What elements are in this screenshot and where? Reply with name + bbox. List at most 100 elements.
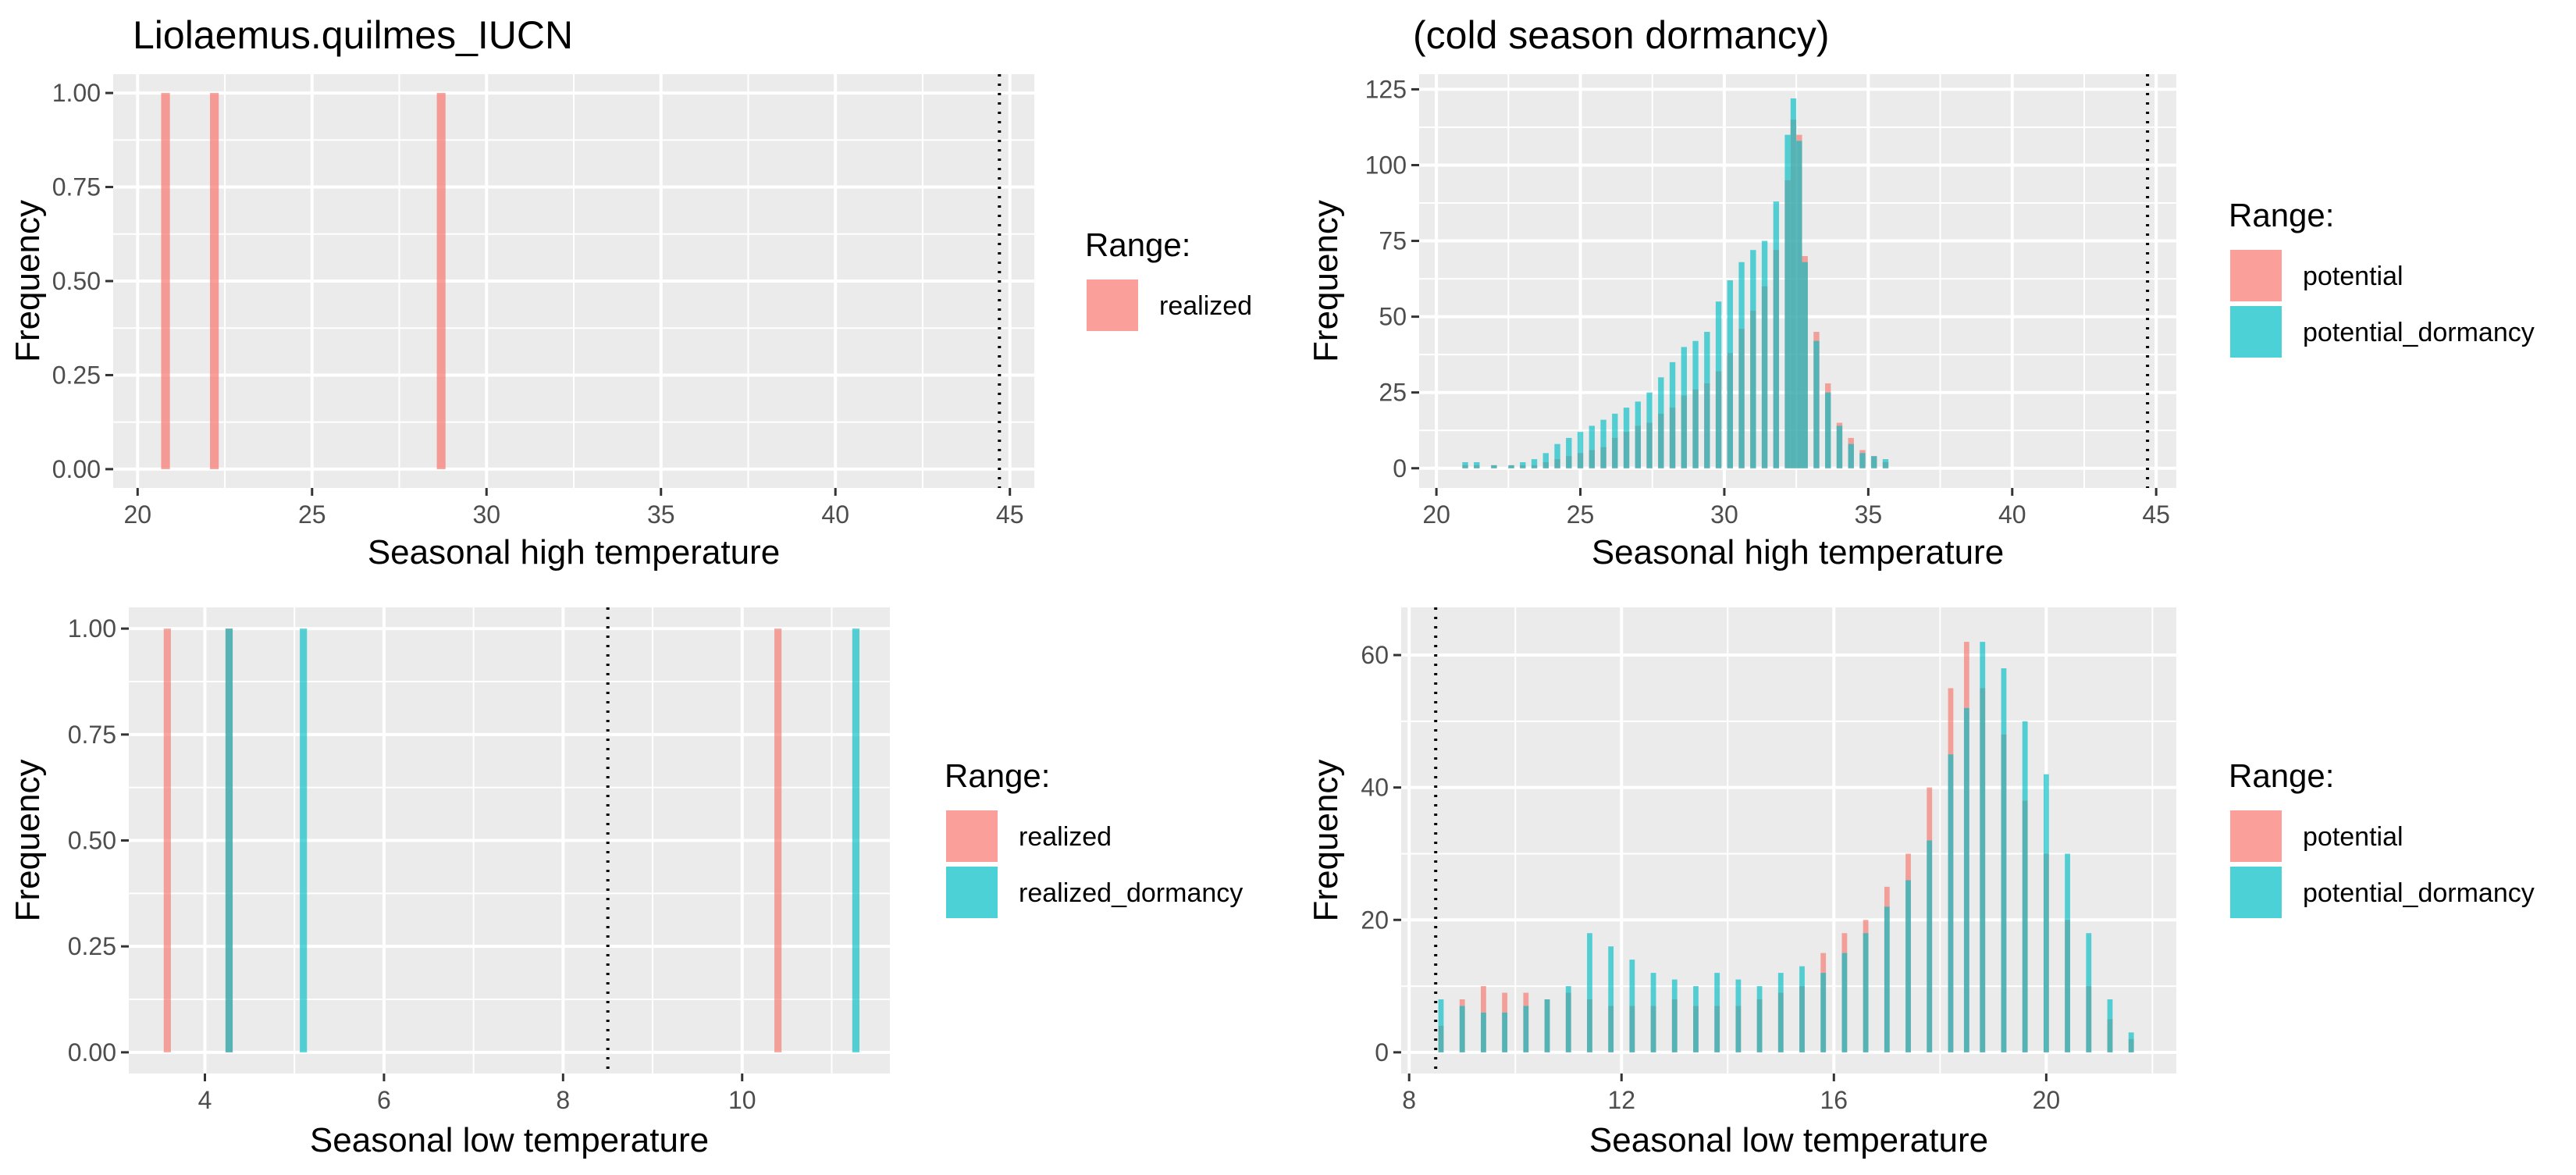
x-tick-label: 10 (728, 1086, 756, 1114)
legend: Range: potential potential_dormancy (2229, 197, 2535, 358)
x-axis-title: Seasonal low temperature (1589, 1121, 1988, 1159)
x-tick-label: 40 (1998, 500, 2026, 529)
chart-title-right: (cold season dormancy) (1413, 13, 1830, 57)
panel-3: 4 6 8 10 0.00 0.25 0.50 0.75 1.00 Seasonal low te… (9, 607, 1243, 1159)
y-axis-title: Frequency (1307, 200, 1345, 362)
y-tick-label: 1.00 (68, 614, 116, 643)
bar-potential-dormancy (1825, 392, 1831, 468)
legend-key-potential-dormancy (2230, 867, 2282, 918)
y-tick-label: 50 (1379, 303, 1407, 331)
bar-potential-dormancy (1738, 262, 1745, 468)
legend: Range: potential potential_dormancy (2229, 757, 2535, 918)
bar-potential-dormancy (1784, 134, 1791, 468)
bar-realized (161, 93, 170, 469)
bar-potential-dormancy (1565, 986, 1571, 1052)
legend-label-potential: potential (2303, 262, 2403, 291)
bar-potential-dormancy (1836, 425, 1843, 468)
bar-potential-dormancy (1773, 201, 1780, 468)
bar-potential-dormancy (1750, 250, 1756, 468)
bar-potential-dormancy (1693, 986, 1699, 1052)
legend-key-potential-dormancy (2230, 306, 2282, 358)
bar-potential-dormancy (1608, 946, 1614, 1052)
bar-potential-dormancy (1882, 459, 1889, 468)
bar-potential-dormancy (1948, 754, 1954, 1052)
bar-potential-dormancy (2043, 774, 2049, 1052)
y-tick-label: 25 (1379, 379, 1407, 407)
y-axis-title: Frequency (1307, 760, 1345, 922)
x-tick-label: 8 (556, 1086, 570, 1114)
bar-potential-dormancy (2001, 668, 2007, 1052)
bar-potential-dormancy (1799, 966, 1805, 1052)
bar-potential-dormancy (1905, 880, 1911, 1052)
x-tick-label: 20 (2033, 1086, 2061, 1114)
bar-potential-dormancy (1704, 332, 1710, 468)
bar-potential-dormancy (1635, 401, 1641, 468)
x-tick-label: 45 (996, 500, 1024, 529)
chart-title-left: Liolaemus.quilmes_IUCN (133, 13, 573, 57)
x-tick-label: 30 (1710, 500, 1738, 529)
y-tick-label: 0 (1375, 1038, 1389, 1066)
x-tick-label: 4 (198, 1086, 212, 1114)
bar-potential-dormancy (1577, 432, 1584, 468)
legend-label-realized: realized (1019, 822, 1112, 852)
x-tick-label: 6 (377, 1086, 391, 1114)
bar-potential-dormancy (1735, 979, 1742, 1052)
bar-potential-dormancy (1646, 392, 1653, 468)
bar-potential-dormancy (1589, 425, 1595, 468)
x-tick-label: 35 (1855, 500, 1883, 529)
bar-potential-dormancy (1777, 973, 1784, 1052)
bar-potential-dormancy (1813, 340, 1820, 468)
bar-potential-dormancy (1761, 240, 1768, 468)
x-axis-title: Seasonal high temperature (1592, 533, 2004, 571)
bar-realized (436, 93, 446, 469)
legend-key-realized (946, 810, 998, 862)
x-tick-label: 40 (821, 500, 849, 529)
x-tick-label: 20 (1422, 500, 1450, 529)
bar-potential-dormancy (1727, 280, 1734, 468)
bar-potential-dormancy (1612, 413, 1618, 468)
bar-realized (210, 93, 219, 469)
legend-title: Range: (2229, 757, 2334, 794)
bar-potential-dormancy (1756, 986, 1763, 1052)
x-axis-title: Seasonal high temperature (368, 533, 780, 571)
bar-potential-dormancy (1566, 437, 1572, 468)
bar-potential-dormancy (1963, 707, 1969, 1052)
legend-title: Range: (2229, 197, 2334, 233)
y-tick-label: 0.50 (52, 267, 101, 295)
bar-potential-dormancy (2128, 1032, 2134, 1052)
y-axis-title: Frequency (9, 200, 47, 362)
legend-key-potential (2230, 810, 2282, 862)
legend-key-realized (1087, 280, 1138, 331)
legend-title: Range: (1085, 226, 1190, 263)
bar-potential-dormancy (1587, 933, 1592, 1052)
x-tick-label: 35 (647, 500, 675, 529)
panel-background (1401, 607, 2176, 1074)
bar-potential-dormancy (1681, 347, 1688, 468)
bar-potential-dormancy (1980, 642, 1986, 1052)
bar-potential-dormancy (1692, 340, 1699, 468)
bar-potential-dormancy (1802, 262, 1808, 468)
bar-potential-dormancy (1927, 840, 1933, 1052)
legend-key-realized-dormancy (946, 867, 998, 918)
bar-potential-dormancy (1671, 979, 1678, 1052)
bar-potential-dormancy (2022, 721, 2028, 1052)
y-tick-label: 0 (1393, 454, 1407, 482)
bar-potential-dormancy (1491, 465, 1497, 468)
y-tick-label: 0.50 (68, 827, 116, 855)
panel-4: 8 12 16 20 0 20 40 60 Seasonal low temperature Fr… (1307, 607, 2535, 1159)
bar-potential-dormancy (1669, 361, 1676, 468)
y-tick-label: 0.00 (52, 455, 101, 483)
bar-realized-dormancy (300, 628, 308, 1052)
bar-potential-dormancy (1714, 973, 1720, 1052)
bar-potential-dormancy (1848, 443, 1854, 468)
bar-potential-dormancy (1438, 999, 1444, 1052)
bar-potential-dormancy (1863, 933, 1869, 1052)
y-tick-label: 0.75 (68, 721, 116, 749)
bar-potential-dormancy (1820, 973, 1827, 1052)
bar-potential-dormancy (1474, 461, 1480, 468)
bar-potential-dormancy (1629, 960, 1635, 1052)
x-tick-label: 30 (472, 500, 500, 529)
y-tick-label: 0.25 (68, 932, 116, 960)
